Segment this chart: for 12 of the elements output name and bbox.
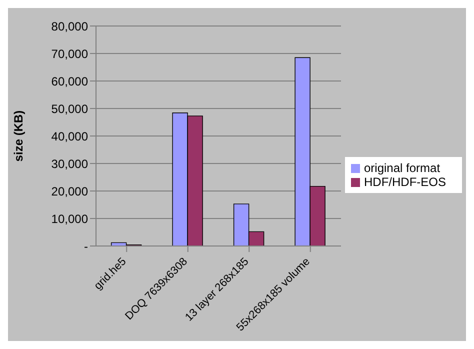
y-axis-title: size (KB)	[11, 110, 26, 162]
y-tick-label: 30,000	[51, 156, 88, 171]
legend-label: original format	[364, 160, 440, 174]
y-tick-label: 10,000	[51, 212, 88, 226]
y-tick-label: 50,000	[51, 102, 88, 116]
y-tick-label: 70,000	[51, 46, 88, 61]
y-tick-label: -	[84, 239, 88, 254]
y-tick-label: 20,000	[51, 184, 88, 198]
y-tick-label: 80,000	[51, 19, 88, 34]
legend-label: HDF/HDF-EOS	[364, 174, 446, 188]
y-tick-label: 40,000	[51, 129, 88, 144]
y-tick-label: 60,000	[51, 74, 88, 88]
